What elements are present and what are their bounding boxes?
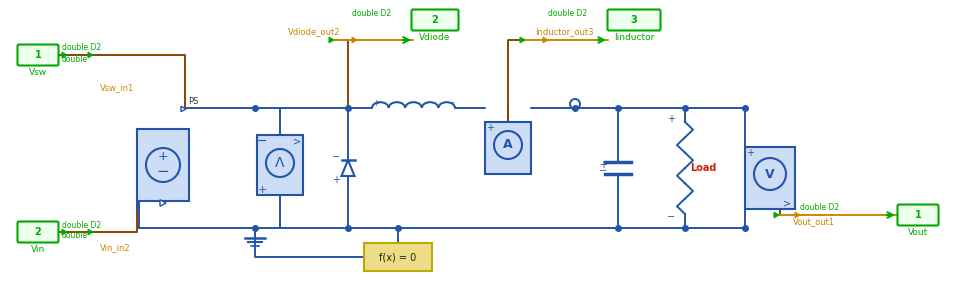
Text: double D2: double D2 xyxy=(62,221,101,229)
Text: Vout: Vout xyxy=(908,228,928,237)
Polygon shape xyxy=(774,212,779,218)
Text: double D2: double D2 xyxy=(62,44,101,52)
Polygon shape xyxy=(88,229,93,235)
FancyBboxPatch shape xyxy=(137,129,189,201)
Text: Vsw_in1: Vsw_in1 xyxy=(100,83,134,92)
Text: 2: 2 xyxy=(432,15,439,25)
Text: A: A xyxy=(503,138,513,151)
Text: −: − xyxy=(332,152,341,162)
Text: >: > xyxy=(293,136,301,146)
Text: Λ: Λ xyxy=(276,156,285,170)
Text: 2: 2 xyxy=(35,227,41,237)
FancyBboxPatch shape xyxy=(364,243,432,271)
Polygon shape xyxy=(181,106,186,112)
Polygon shape xyxy=(342,160,354,176)
FancyBboxPatch shape xyxy=(412,10,459,30)
Text: −: − xyxy=(667,212,675,222)
Text: Vout_out1: Vout_out1 xyxy=(793,218,835,226)
Text: double: double xyxy=(62,231,88,240)
Polygon shape xyxy=(520,37,525,43)
Polygon shape xyxy=(329,37,334,43)
Text: 1: 1 xyxy=(915,210,922,220)
Text: +: + xyxy=(599,160,607,170)
Text: 3: 3 xyxy=(631,15,637,25)
Text: Load: Load xyxy=(690,163,716,173)
FancyBboxPatch shape xyxy=(485,122,531,174)
Text: Vin_in2: Vin_in2 xyxy=(100,244,131,253)
FancyBboxPatch shape xyxy=(257,135,303,195)
FancyBboxPatch shape xyxy=(608,10,660,30)
Polygon shape xyxy=(543,37,548,43)
FancyBboxPatch shape xyxy=(745,147,795,209)
Text: Vin: Vin xyxy=(31,245,45,254)
Text: Vdiode_out2: Vdiode_out2 xyxy=(288,27,341,36)
Polygon shape xyxy=(160,200,166,206)
Text: −: − xyxy=(447,98,454,107)
Text: double: double xyxy=(62,54,88,64)
Text: +: + xyxy=(372,98,379,107)
Text: +: + xyxy=(257,185,267,195)
Polygon shape xyxy=(62,229,67,235)
Text: double D2: double D2 xyxy=(800,203,839,213)
Text: 1: 1 xyxy=(35,50,41,60)
FancyBboxPatch shape xyxy=(898,204,939,225)
Circle shape xyxy=(570,99,580,109)
Text: −: − xyxy=(599,166,607,176)
FancyBboxPatch shape xyxy=(17,45,59,66)
Text: +: + xyxy=(667,114,675,124)
Polygon shape xyxy=(352,37,357,43)
Text: Iinductor: Iinductor xyxy=(613,33,654,42)
Polygon shape xyxy=(62,52,67,58)
Text: +: + xyxy=(746,148,754,158)
Text: Vdiode: Vdiode xyxy=(420,33,450,42)
Polygon shape xyxy=(795,212,800,218)
FancyBboxPatch shape xyxy=(17,222,59,243)
Text: V: V xyxy=(765,167,775,181)
Text: f(x) = 0: f(x) = 0 xyxy=(379,252,417,262)
Text: double D2: double D2 xyxy=(548,8,588,17)
Text: −: − xyxy=(256,135,267,147)
Text: +: + xyxy=(332,175,341,185)
Text: double D2: double D2 xyxy=(352,8,391,17)
Text: Vsw: Vsw xyxy=(29,68,47,77)
Text: Inductor_out3: Inductor_out3 xyxy=(535,27,593,36)
Text: >: > xyxy=(783,199,791,209)
Text: +: + xyxy=(486,123,494,133)
Text: +: + xyxy=(157,150,168,163)
Text: −: − xyxy=(156,165,169,179)
Text: PS: PS xyxy=(188,97,199,105)
Polygon shape xyxy=(88,52,93,58)
